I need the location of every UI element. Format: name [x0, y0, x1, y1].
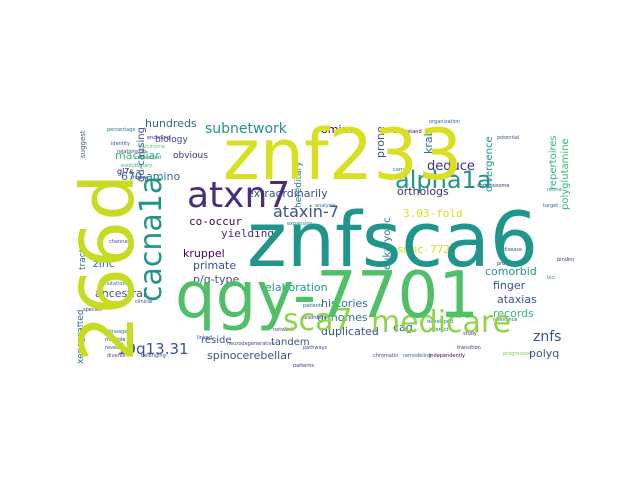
cloud-word: omim	[321, 123, 353, 136]
cloud-word: tandem	[271, 337, 310, 348]
cloud-word: repertoires	[548, 135, 559, 190]
cloud-word: linked	[197, 335, 212, 341]
cloud-word: protein	[497, 261, 515, 267]
cloud-word: polyglutamine	[560, 138, 571, 210]
cloud-word: conserved	[135, 155, 161, 161]
cloud-word: interact	[429, 327, 449, 333]
cloud-word: reveal	[105, 345, 121, 351]
cloud-word: progression	[503, 351, 533, 357]
cloud-word: 266d	[77, 173, 151, 362]
cloud-word: gl7s	[117, 167, 134, 176]
cloud-word: evolutionary	[121, 163, 153, 169]
cloud-word: transition	[457, 345, 481, 351]
cloud-word: independently	[429, 353, 465, 359]
cloud-word: understand	[393, 129, 422, 135]
cloud-word: genomes	[317, 311, 368, 324]
cloud-word: records	[493, 307, 534, 320]
cloud-word: histories	[321, 297, 368, 310]
cloud-word: relationship	[117, 149, 147, 155]
cloud-word: spinocerebellar	[207, 349, 292, 362]
cloud-word: elaboration	[265, 281, 328, 294]
cloud-word: belonging	[141, 353, 166, 359]
cloud-word: cag	[393, 321, 413, 334]
cloud-word: target	[543, 203, 559, 209]
cloud-word: hundreds	[145, 118, 197, 130]
cloud-word: primate	[193, 259, 237, 272]
cloud-word: remodeling	[403, 353, 432, 359]
cloud-word: polyq	[529, 347, 560, 360]
cloud-word: suggest	[79, 130, 87, 158]
cloud-word: percentage	[107, 127, 136, 133]
cloud-word: alpha1a	[395, 166, 492, 194]
cloud-word: channel	[109, 239, 129, 245]
cloud-word: orthologs	[397, 185, 449, 198]
cloud-word: clinical	[135, 299, 153, 305]
cloud-word: identity	[111, 141, 131, 147]
cloud-word: reside	[201, 335, 232, 346]
cloud-word: patients	[303, 303, 324, 309]
cloud-word: 670-amino	[121, 170, 181, 183]
cloud-word: pathways	[303, 345, 328, 351]
cloud-word: patterns	[293, 363, 314, 368]
cloud-word: znfsca6	[247, 195, 539, 284]
cloud-word: chromatin	[373, 353, 399, 359]
cloud-word: differences	[429, 173, 457, 179]
cloud-word: atxn7	[187, 175, 291, 216]
cloud-word: analysis	[315, 203, 336, 209]
cloud-word: deduce	[427, 159, 475, 174]
cloud-word: extraordinarily	[247, 187, 328, 200]
cloud-word: carcinoma	[139, 144, 166, 150]
cloud-word: retina	[547, 187, 562, 193]
cloud-word: ancestral	[95, 287, 146, 300]
cloud-word: znf233	[223, 118, 463, 196]
cloud-word: developed	[427, 319, 454, 325]
cloud-word: 3.03-fold	[403, 207, 463, 220]
cloud-word: network	[273, 327, 294, 333]
cloud-word: obvious	[173, 151, 208, 161]
cloud-word: qgy-7701	[175, 259, 479, 333]
cloud-word: organization	[429, 119, 461, 125]
cloud-word: study	[463, 331, 477, 337]
cloud-word: potential	[497, 135, 520, 141]
cloud-word: binding	[557, 257, 574, 263]
cloud-word: loci	[547, 275, 556, 281]
cloud-word: species	[83, 307, 102, 313]
cloud-word: subnetwork	[205, 121, 287, 137]
word-cloud: suggest percentage identity relationship…	[77, 118, 574, 367]
cloud-word: zinc	[93, 257, 115, 270]
cloud-word: relevance	[493, 317, 518, 323]
cloud-word: chromosome	[477, 183, 510, 189]
cloud-word: sca7	[283, 303, 353, 338]
cloud-word: finger	[493, 279, 526, 292]
cloud-word: carry	[393, 167, 406, 173]
cloud-word: multiple	[105, 337, 126, 343]
cloud-word: smmc-7721	[397, 243, 457, 256]
cloud-word: neurodegenerative	[227, 341, 275, 347]
cloud-word: duplicated	[321, 325, 379, 338]
cloud-word: medicare	[371, 305, 512, 340]
cloud-word: disease	[503, 247, 522, 253]
cloud-word: yielding	[221, 227, 274, 240]
cloud-word: diverse	[107, 353, 126, 359]
cloud-word: mutations	[103, 281, 129, 287]
cloud-word: ataxias	[497, 293, 537, 306]
cloud-word: lineages	[109, 329, 130, 335]
cloud-word: putative	[427, 127, 448, 133]
cloud-word: tissues	[131, 175, 149, 181]
cloud-word: kruppel	[183, 247, 225, 260]
cloud-word: ataxin-7	[273, 202, 339, 221]
cloud-word: disorders	[303, 315, 327, 321]
cloud-word: expansion	[287, 221, 313, 227]
cloud-word: biology	[155, 135, 188, 145]
cloud-word: macular	[115, 149, 160, 162]
cloud-word: znfs	[533, 329, 562, 345]
cloud-word: encoding	[147, 135, 170, 141]
cloud-word: comorbid	[485, 265, 537, 278]
cloud-word: co-occur	[189, 215, 242, 228]
cloud-word: p/q-type	[193, 273, 240, 286]
cloud-word: 19q13.31	[117, 340, 189, 358]
